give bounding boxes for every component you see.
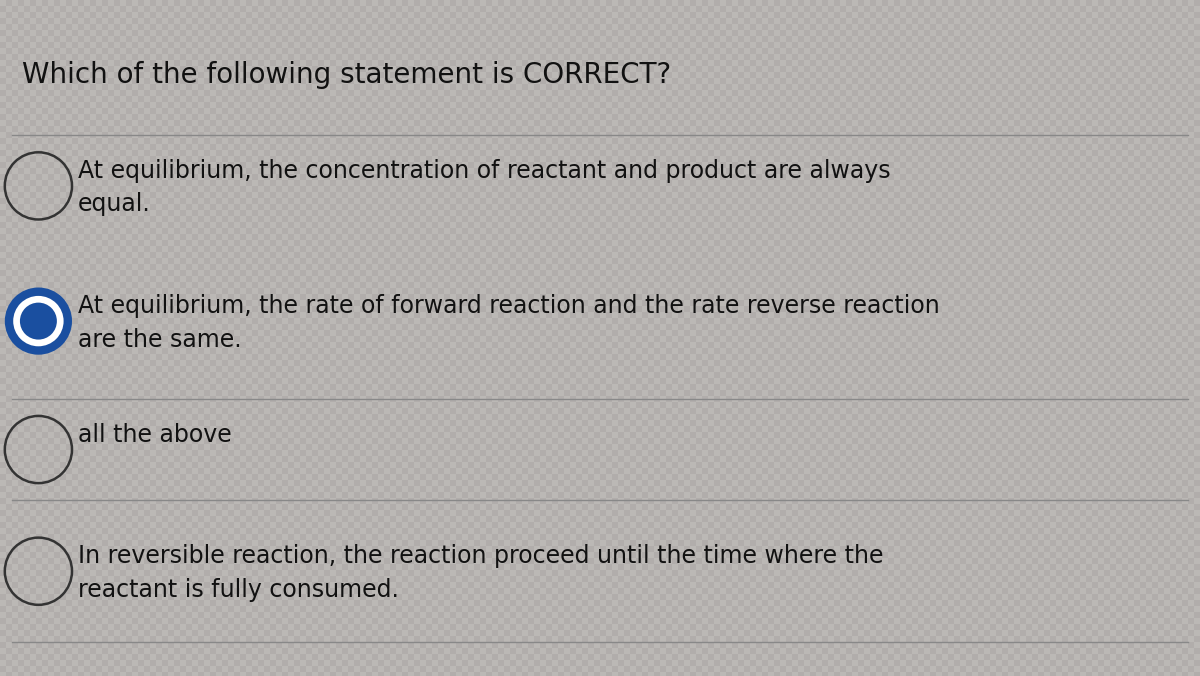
Text: In reversible reaction, the reaction proceed until the time where the
reactant i: In reversible reaction, the reaction pro… [78, 544, 883, 602]
Ellipse shape [13, 296, 64, 346]
Text: At equilibrium, the concentration of reactant and product are always
equal.: At equilibrium, the concentration of rea… [78, 159, 890, 216]
Text: Which of the following statement is CORRECT?: Which of the following statement is CORR… [22, 61, 671, 89]
Text: all the above: all the above [78, 422, 232, 447]
Text: At equilibrium, the rate of forward reaction and the rate reverse reaction
are t: At equilibrium, the rate of forward reac… [78, 294, 940, 352]
Ellipse shape [5, 287, 72, 355]
Ellipse shape [20, 303, 56, 339]
